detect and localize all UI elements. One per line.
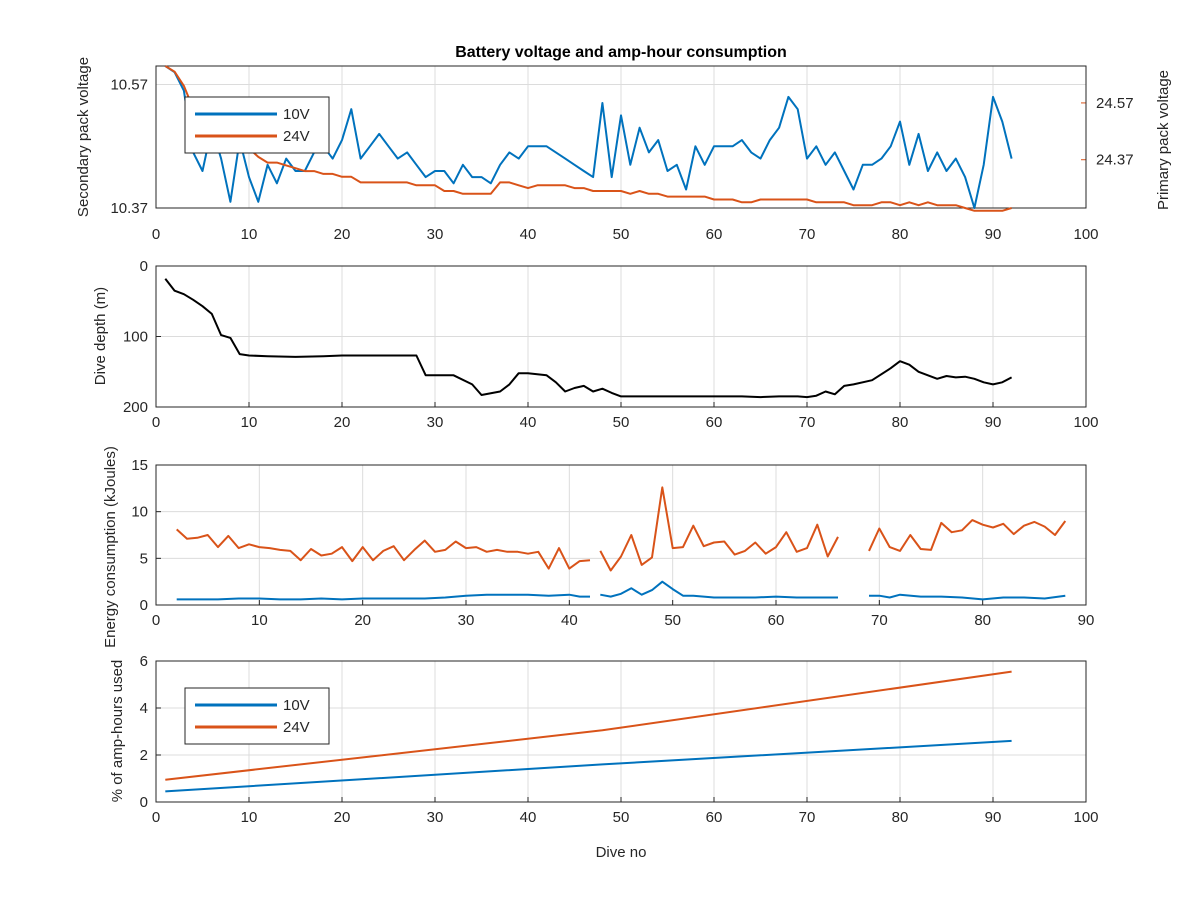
y-right-tick-label: 24.37: [1096, 152, 1134, 169]
chart-title: Battery voltage and amp-hour consumption: [455, 44, 787, 61]
x-tick-label: 50: [613, 809, 630, 826]
y-tick-label: 0: [140, 794, 148, 811]
x-tick-label: 70: [799, 226, 816, 243]
x-tick-label: 40: [520, 414, 537, 431]
plot-frame: [155, 464, 1087, 606]
x-tick-label: 0: [152, 226, 160, 243]
series-line-24V: [599, 486, 839, 572]
x-tick-label: 40: [520, 226, 537, 243]
x-tick-label: 0: [152, 612, 160, 629]
x-tick-label: 60: [768, 612, 785, 629]
x-tick-label: 90: [985, 226, 1002, 243]
series-line-24V: [165, 670, 1012, 781]
x-tick-label: 80: [974, 612, 991, 629]
x-tick-label: 40: [520, 809, 537, 826]
series-line-24V: [164, 65, 1012, 212]
series-line-10V: [176, 593, 590, 601]
legend-label-10V: 10V: [283, 697, 310, 714]
x-tick-label: 30: [458, 612, 475, 629]
y-left-tick-label: 10.57: [110, 77, 148, 94]
x-tick-label: 80: [892, 809, 909, 826]
x-tick-label: 30: [427, 414, 444, 431]
x-tick-label: 20: [334, 226, 351, 243]
plot-frame: [155, 660, 1087, 803]
series-line-depth: [164, 278, 1013, 399]
plot-area: [155, 464, 1087, 606]
x-tick-label: 30: [427, 809, 444, 826]
y-axis-label: % of amp-hours used: [109, 660, 126, 803]
x-tick-label: 60: [706, 414, 723, 431]
y-tick-label: 0: [140, 258, 148, 275]
x-tick-label: 70: [871, 612, 888, 629]
y-axis-label-right: Primary pack voltage: [1155, 70, 1172, 210]
series-line-10V: [869, 593, 1066, 601]
y-axis-label: Dive depth (m): [92, 287, 109, 385]
y-tick-label: 15: [131, 457, 148, 474]
x-tick-label: 50: [664, 612, 681, 629]
y-axis-label: Energy consumption (kJoules): [102, 446, 119, 648]
x-tick-label: 50: [613, 226, 630, 243]
plot-frame: [155, 265, 1087, 408]
x-tick-label: 30: [427, 226, 444, 243]
series-line-10V: [600, 580, 838, 599]
legend-label-10V: 10V: [283, 106, 310, 123]
x-tick-label: 10: [241, 226, 258, 243]
series-line-10V: [164, 65, 1013, 209]
x-tick-label: 100: [1073, 414, 1098, 431]
legend-box: [184, 687, 330, 745]
x-tick-label: 20: [354, 612, 371, 629]
y-tick-label: 100: [123, 329, 148, 346]
x-tick-label: 10: [241, 809, 258, 826]
x-tick-label: 80: [892, 226, 909, 243]
y-tick-label: 6: [140, 653, 148, 670]
x-tick-label: 90: [985, 809, 1002, 826]
legend-label-24V: 24V: [283, 128, 310, 145]
x-tick-label: 70: [799, 809, 816, 826]
x-tick-label: 0: [152, 414, 160, 431]
x-tick-label: 40: [561, 612, 578, 629]
x-axis-label: Dive no: [596, 844, 647, 861]
y-tick-label: 200: [123, 399, 148, 416]
x-tick-label: 20: [334, 809, 351, 826]
x-tick-label: 100: [1073, 226, 1098, 243]
x-tick-label: 0: [152, 809, 160, 826]
legend-label-24V: 24V: [283, 719, 310, 736]
y-axis-label-left: Secondary pack voltage: [75, 57, 92, 217]
x-tick-label: 90: [985, 414, 1002, 431]
x-tick-label: 20: [334, 414, 351, 431]
x-tick-label: 10: [241, 414, 258, 431]
x-tick-label: 90: [1078, 612, 1095, 629]
series-line-24V: [176, 528, 591, 570]
y-right-tick-label: 24.57: [1096, 95, 1134, 112]
series-line-24V: [868, 519, 1067, 552]
x-tick-label: 60: [706, 809, 723, 826]
plot-frame: [155, 65, 1087, 209]
x-tick-label: 50: [613, 414, 630, 431]
y-tick-label: 5: [140, 550, 148, 567]
y-tick-label: 0: [140, 597, 148, 614]
series-line-10V: [165, 739, 1012, 793]
x-tick-label: 10: [251, 612, 268, 629]
x-tick-label: 60: [706, 226, 723, 243]
legend-box: [184, 96, 330, 154]
y-left-tick-label: 10.37: [110, 200, 148, 217]
x-tick-label: 70: [799, 414, 816, 431]
y-tick-label: 10: [131, 504, 148, 521]
x-tick-label: 100: [1073, 809, 1098, 826]
y-tick-label: 4: [140, 700, 148, 717]
y-tick-label: 2: [140, 747, 148, 764]
x-tick-label: 80: [892, 414, 909, 431]
